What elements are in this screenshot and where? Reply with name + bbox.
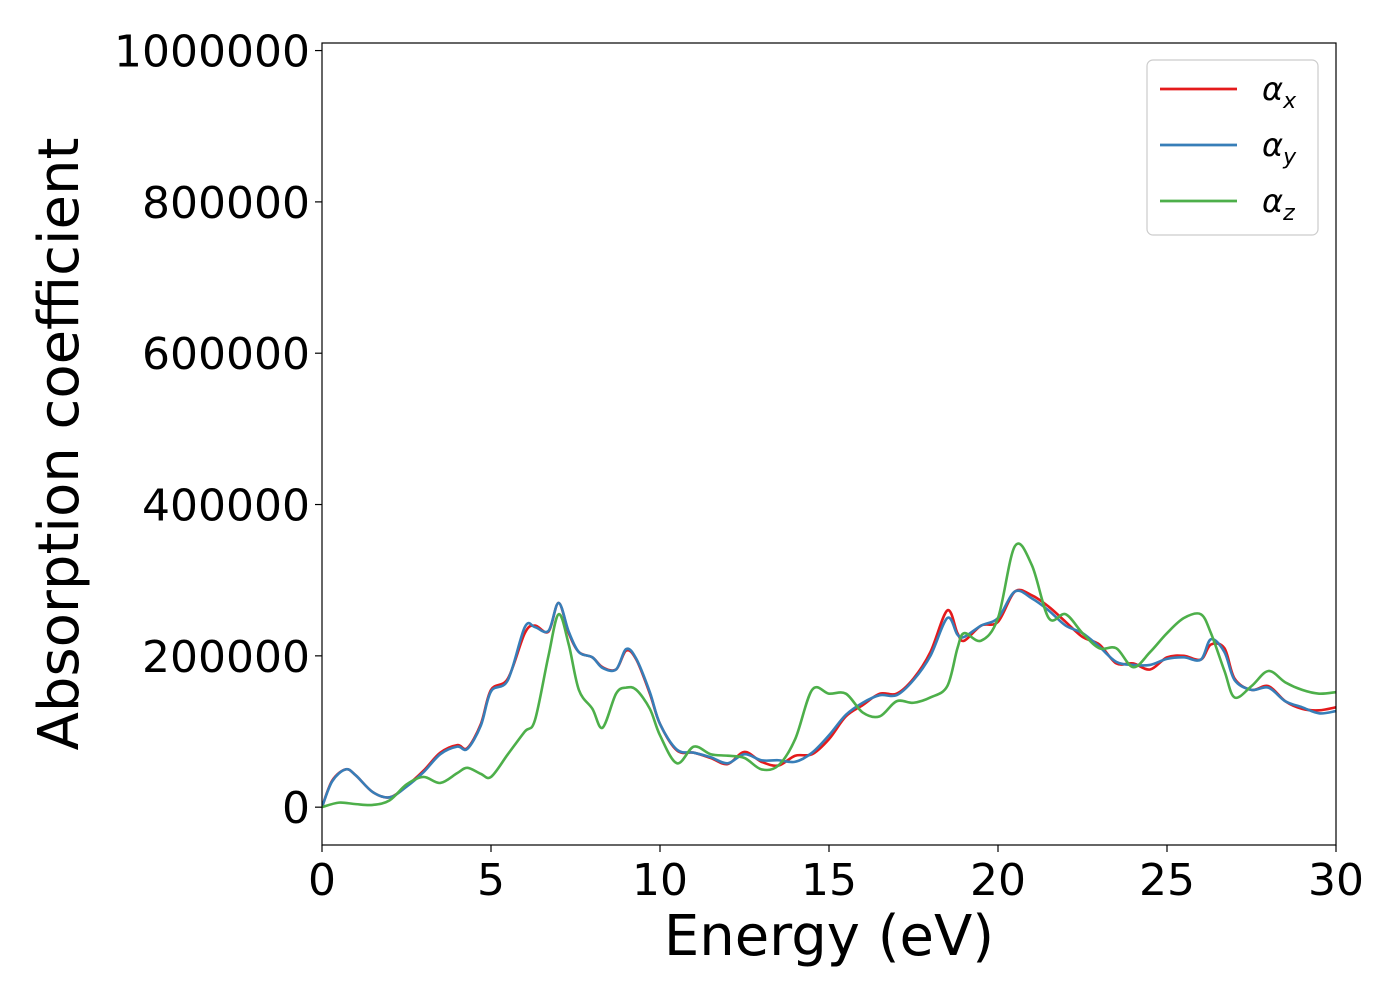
x-tick-label: 25 <box>1139 855 1195 906</box>
y-tick-label: 200000 <box>142 632 310 683</box>
legend-label-x: αx <box>1262 70 1297 114</box>
x-tick-label: 5 <box>477 855 505 906</box>
series-line-x <box>322 588 1336 808</box>
y-tick-label: 800000 <box>142 178 310 229</box>
series-line-z <box>322 542 1336 809</box>
y-axis-label: Absorption coefficient <box>27 138 92 751</box>
legend-label-z: αz <box>1262 182 1295 226</box>
series-line-y <box>322 589 1336 808</box>
x-axis-label: Energy (eV) <box>664 904 994 969</box>
y-tick-label: 1000000 <box>114 27 310 78</box>
x-tick-label: 15 <box>801 855 857 906</box>
axis-layer: 0 5 10 15 20 25 30 0 200000 400000 600000 800000 100… <box>27 27 1364 969</box>
legend: αx αy αz <box>1146 59 1319 236</box>
legend-label-y: αy <box>1262 126 1297 170</box>
x-tick-label: 30 <box>1308 855 1364 906</box>
x-tick-label: 10 <box>632 855 688 906</box>
series-group <box>322 542 1336 809</box>
x-tick-label: 0 <box>308 855 336 906</box>
y-tick-label: 0 <box>282 783 310 834</box>
y-tick-label: 400000 <box>142 481 310 532</box>
x-tick-label: 20 <box>970 855 1026 906</box>
y-tick-label: 600000 <box>142 329 310 380</box>
legend-box <box>1146 59 1319 236</box>
plot-layer <box>322 542 1336 809</box>
